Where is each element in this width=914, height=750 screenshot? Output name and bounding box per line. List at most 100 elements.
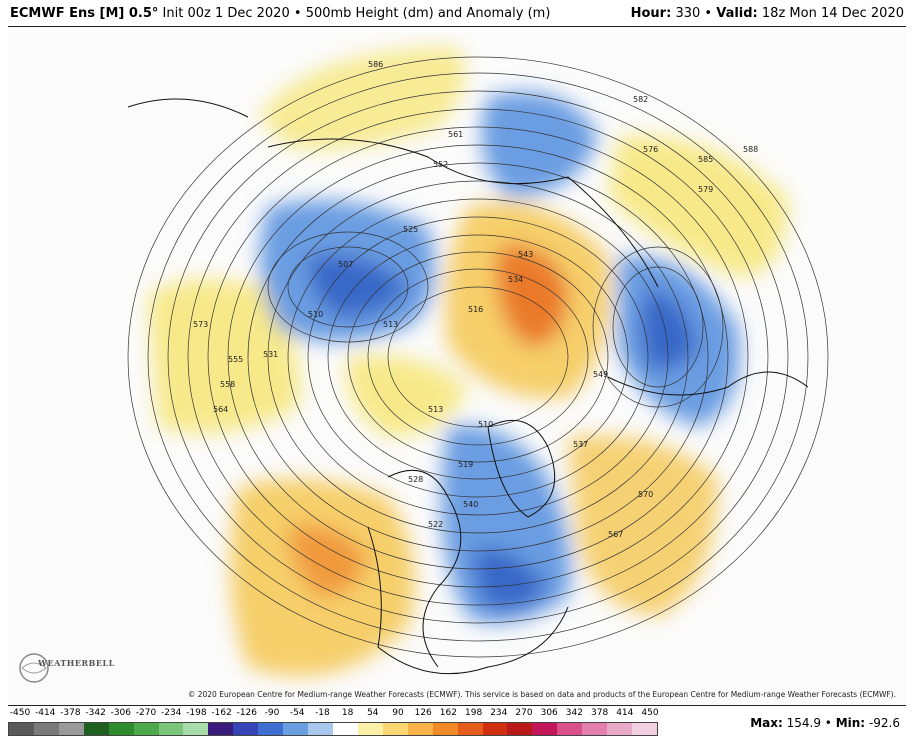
max-min-readout: Max: 154.9 • Min: -92.6 [750, 716, 900, 730]
polar-stereographic-map: 586 561 552 582 576 585 588 579 525 507 … [127, 47, 829, 676]
svg-text:531: 531 [263, 350, 278, 359]
colorbar-ticks: -450 -414 -378 -342 -306 -270 -234 -198 -162 -126… [0, 708, 670, 722]
colorbar-swatch [482, 723, 508, 735]
valid-time: Hour: 330 • Valid: 18z Mon 14 Dec 2020 [630, 5, 904, 21]
colorbar-tick-label: 126 [414, 708, 432, 718]
negative-anomaly-greenland [441, 425, 571, 624]
negative-anomaly-east-asia-core [308, 255, 408, 317]
svg-text:585: 585 [698, 155, 713, 164]
colorbar-swatch [233, 723, 259, 735]
colorbar-swatch [582, 723, 608, 735]
colorbar-tick-label: 342 [565, 708, 583, 718]
svg-text:540: 540 [463, 500, 478, 509]
colorbar-swatch [183, 723, 209, 735]
colorbar-tick-label: 18 [341, 708, 354, 718]
colorbar-swatch [532, 723, 558, 735]
svg-text:555: 555 [228, 355, 243, 364]
svg-text:576: 576 [643, 145, 658, 154]
header-bar: ECMWF Ens [M] 0.5° Init 00z 1 Dec 2020 •… [0, 0, 914, 26]
svg-text:537: 537 [573, 440, 588, 449]
positive-anomaly-pacific [148, 279, 300, 434]
svg-text:582: 582 [633, 95, 648, 104]
copyright-text: © 2020 European Centre for Medium-range … [187, 690, 896, 699]
svg-text:549: 549 [593, 370, 608, 379]
svg-text:519: 519 [458, 460, 473, 469]
weatherbell-logo: WEATHERBELL [18, 648, 114, 686]
colorbar-swatch [9, 723, 34, 735]
svg-text:561: 561 [448, 130, 463, 139]
colorbar-swatch [308, 723, 333, 735]
svg-text:507: 507 [338, 260, 353, 269]
colorbar-tick-label: 270 [515, 708, 533, 718]
svg-text:570: 570 [638, 490, 653, 499]
colorbar-swatch [407, 723, 433, 735]
positive-anomaly-europe [608, 135, 788, 277]
colorbar-swatch [432, 723, 458, 735]
svg-text:510: 510 [308, 310, 323, 319]
colorbar-tick-label: -306 [110, 708, 132, 718]
colorbar-tick-label: 234 [490, 708, 508, 718]
colorbar-tick-label: 162 [439, 708, 457, 718]
positive-anomaly-alaska [258, 47, 465, 150]
svg-text:588: 588 [743, 145, 758, 154]
colorbar-tick-label: -342 [85, 708, 106, 718]
colorbar-swatch [557, 723, 583, 735]
colorbar-tick-label: -90 [264, 708, 280, 718]
svg-text:567: 567 [608, 530, 623, 539]
logo-globe-icon [19, 653, 49, 683]
svg-text:528: 528 [408, 475, 423, 484]
colorbar-swatch [283, 723, 309, 735]
positive-anomaly-siberia-core [496, 245, 568, 347]
colorbar-swatch [58, 723, 84, 735]
svg-text:522: 522 [428, 520, 443, 529]
colorbar [8, 722, 658, 736]
colorbar-swatch [382, 723, 408, 735]
colorbar-swatch [507, 723, 533, 735]
colorbar-swatch [158, 723, 184, 735]
colorbar-swatch [208, 723, 234, 735]
svg-text:586: 586 [368, 60, 383, 69]
colorbar-swatch [108, 723, 134, 735]
colorbar-tick-label: -18 [315, 708, 330, 718]
anomaly-shading [148, 47, 788, 676]
colorbar-swatch [632, 723, 657, 735]
colorbar-swatch [33, 723, 59, 735]
colorbar-tick-label: -414 [34, 708, 56, 718]
colorbar-tick-label: -162 [211, 708, 232, 718]
svg-text:543: 543 [518, 250, 533, 259]
colorbar-swatch [332, 723, 358, 735]
negative-anomaly-east-siberia [481, 92, 598, 197]
svg-text:510: 510 [478, 420, 493, 429]
colorbar-tick-label: 378 [591, 708, 609, 718]
colorbar-tick-label: -234 [160, 708, 182, 718]
positive-anomaly-hudson [346, 355, 468, 437]
svg-text:516: 516 [468, 305, 483, 314]
svg-text:552: 552 [433, 160, 448, 169]
colorbar-tick-label: -54 [289, 708, 305, 718]
contour-labels: 586 561 552 582 576 585 588 579 525 507 … [193, 60, 758, 539]
height-contours [127, 56, 829, 658]
colorbar-swatch [133, 723, 159, 735]
colorbar-tick-label: -450 [9, 708, 31, 718]
colorbar-swatch [83, 723, 109, 735]
colorbar-swatch [258, 723, 284, 735]
colorbar-swatch [457, 723, 483, 735]
colorbar-tick-label: 414 [616, 708, 634, 718]
svg-text:573: 573 [193, 320, 208, 329]
colorbar-tick-label: -270 [135, 708, 157, 718]
svg-text:534: 534 [508, 275, 523, 284]
coastlines [127, 98, 809, 675]
colorbar-tick-label: 90 [392, 708, 404, 718]
colorbar-swatch [607, 723, 633, 735]
colorbar-tick-label: 306 [540, 708, 558, 718]
svg-text:579: 579 [698, 185, 713, 194]
colorbar-tick-label: 54 [367, 708, 379, 718]
negative-anomaly-europe-core [640, 287, 698, 370]
negative-anomaly-greenland-core [474, 547, 548, 610]
colorbar-tick-label: 450 [641, 708, 659, 718]
svg-text:513: 513 [383, 320, 398, 329]
chart-title: ECMWF Ens [M] 0.5° Init 00z 1 Dec 2020 •… [10, 5, 551, 21]
svg-text:564: 564 [213, 405, 228, 414]
map-panel: 586 561 552 582 576 585 588 579 525 507 … [8, 26, 906, 706]
logo-text: WEATHERBELL [38, 658, 115, 668]
